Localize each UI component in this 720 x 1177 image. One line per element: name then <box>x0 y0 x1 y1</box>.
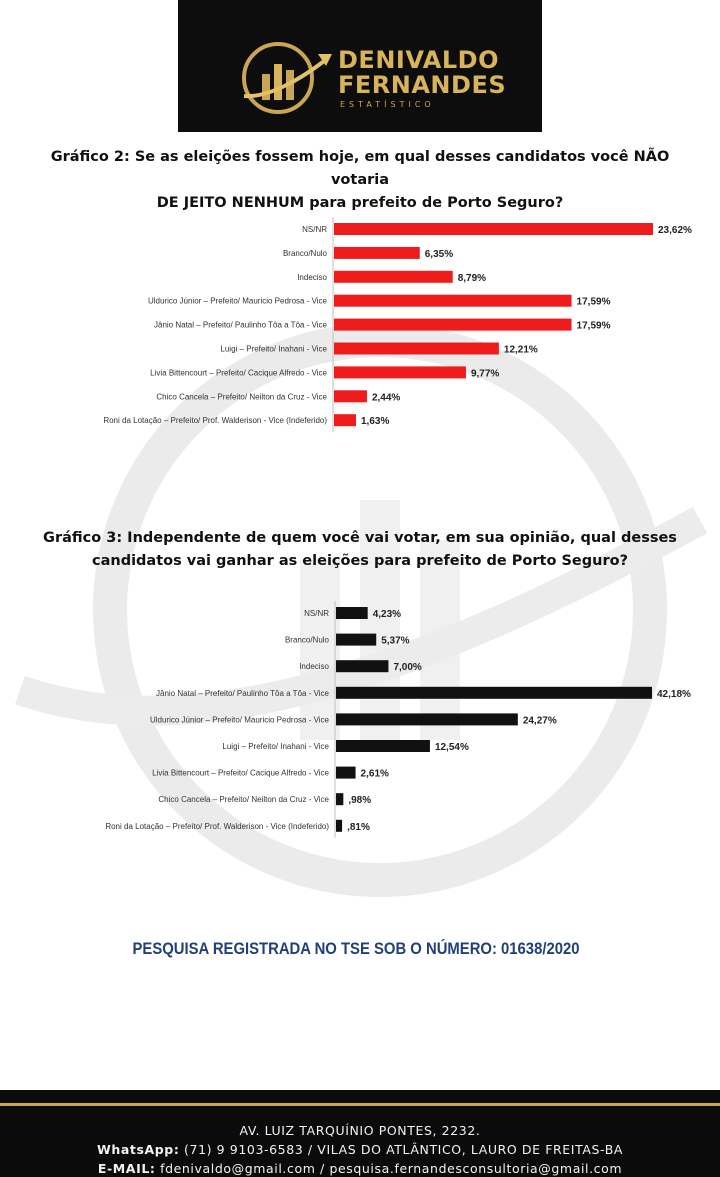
header-banner <box>178 0 542 132</box>
chart2-title-line1: Gráfico 2: Se as eleições fossem hoje, e… <box>50 149 670 188</box>
bar <box>336 607 368 619</box>
bar <box>334 246 420 259</box>
chart3-title-line2: candidatos vai ganhar as eleições para p… <box>92 553 628 569</box>
whatsapp-label: WhatsApp: <box>96 1142 180 1157</box>
bar <box>334 318 572 331</box>
footer-gold-rule <box>0 1103 720 1106</box>
whatsapp-text: (71) 9 9103-6583 / VILAS DO ATLÂNTICO, L… <box>184 1142 624 1157</box>
category-label: Roni da Lotação – Prefeito/ Prof. Walder… <box>103 416 327 425</box>
value-label: ,81% <box>347 822 370 833</box>
email-text: fdenivaldo@gmail.com / pesquisa.fernande… <box>160 1161 623 1176</box>
bar <box>336 686 652 699</box>
chart2-title-line2: DE JEITO NENHUM para prefeito de Porto S… <box>156 195 564 211</box>
bar <box>334 342 499 355</box>
category-label: Chico Cancela – Prefeito/ Neilton da Cru… <box>158 795 329 804</box>
brand-name-line2: FERNANDES <box>338 71 507 99</box>
bar <box>336 793 344 806</box>
value-label: 24,27% <box>523 715 557 726</box>
value-label: 4,23% <box>373 609 401 620</box>
value-label: 7,00% <box>393 662 421 673</box>
value-label: 17,59% <box>577 321 611 332</box>
bar <box>334 366 466 379</box>
chart2-title: Gráfico 2: Se as eleições fossem hoje, e… <box>40 146 680 215</box>
bar <box>334 414 357 427</box>
value-label: 5,37% <box>381 636 409 647</box>
category-label: Branco/Nulo <box>285 636 330 645</box>
category-label: Jânio Natal – Prefeito/ Paulinho Tôa a T… <box>156 689 330 698</box>
value-label: 6,35% <box>425 249 453 260</box>
category-label: Livia Bittencourt – Prefeito/ Cacique Al… <box>152 769 329 778</box>
footer-email: E-MAIL: fdenivaldo@gmail.com / pesquisa.… <box>0 1161 720 1176</box>
bar <box>334 294 572 307</box>
category-label: Uldurico Júnior – Prefeito/ Mauricio Ped… <box>148 297 328 306</box>
chart3-title-line1: Gráfico 3: Independente de quem você vai… <box>43 530 677 546</box>
chart2-bar-chart: NS/NR 23,62% Branco/Nulo 6,35% Indeciso 8,79%… <box>103 217 692 433</box>
bar <box>336 633 377 646</box>
bar <box>336 713 518 726</box>
tse-registration-note: PESQUISA REGISTRADA NO TSE SOB O NÚMERO:… <box>132 940 580 958</box>
value-label: 1,63% <box>361 416 389 427</box>
footer-address: AV. LUIZ TARQUÍNIO PONTES, 2232. <box>239 1123 481 1138</box>
footer-whatsapp: WhatsApp: (71) 9 9103-6583 / VILAS DO AT… <box>0 1142 720 1157</box>
bar <box>336 819 343 832</box>
bar <box>334 223 653 235</box>
category-label: Indeciso <box>299 662 329 671</box>
category-label: NS/NR <box>304 609 329 618</box>
value-label: 12,21% <box>504 345 538 356</box>
category-label: Chico Cancela – Prefeito/ Neilton da Cru… <box>156 392 327 401</box>
value-label: 8,79% <box>458 273 486 284</box>
footer: AV. LUIZ TARQUÍNIO PONTES, 2232. WhatsAp… <box>0 1090 720 1177</box>
value-label: 2,44% <box>372 392 400 403</box>
value-label: 23,62% <box>658 225 692 236</box>
value-label: 9,77% <box>471 368 499 379</box>
chart3-bar-chart: NS/NR 4,23% Branco/Nulo 5,37% Indeciso 7,00% J… <box>105 601 691 838</box>
brand-subtitle: ESTATÍSTICO <box>340 100 435 109</box>
category-label: Luigi – Prefeito/ Inahani - Vice <box>220 345 327 354</box>
value-label: 17,59% <box>577 297 611 308</box>
category-label: Branco/Nulo <box>283 249 328 258</box>
category-label: Roni da Lotação – Prefeito/ Prof. Walder… <box>105 822 329 831</box>
category-label: NS/NR <box>302 225 327 234</box>
bar <box>336 766 356 779</box>
bar <box>334 270 453 283</box>
value-label: ,98% <box>348 795 371 806</box>
bar <box>336 660 389 673</box>
category-label: Livia Bittencourt – Prefeito/ Cacique Al… <box>150 368 327 377</box>
brand-logo-icon <box>242 42 332 114</box>
value-label: 42,18% <box>657 689 691 700</box>
category-label: Jânio Natal – Prefeito/ Paulinho Tôa a T… <box>154 321 328 330</box>
chart3-title: Gráfico 3: Independente de quem você vai… <box>40 527 680 573</box>
bar <box>334 390 367 403</box>
bar <box>336 740 430 752</box>
category-label: Indeciso <box>297 273 327 282</box>
value-label: 2,61% <box>361 769 389 780</box>
value-label: 12,54% <box>435 742 469 753</box>
category-label: Luigi – Prefeito/ Inahani - Vice <box>222 742 329 751</box>
email-label: E-MAIL: <box>97 1161 156 1176</box>
brand-name-line1: DENIVALDO <box>338 46 499 74</box>
category-label: Uldurico Júnior – Prefeito/ Mauricio Ped… <box>150 715 330 724</box>
